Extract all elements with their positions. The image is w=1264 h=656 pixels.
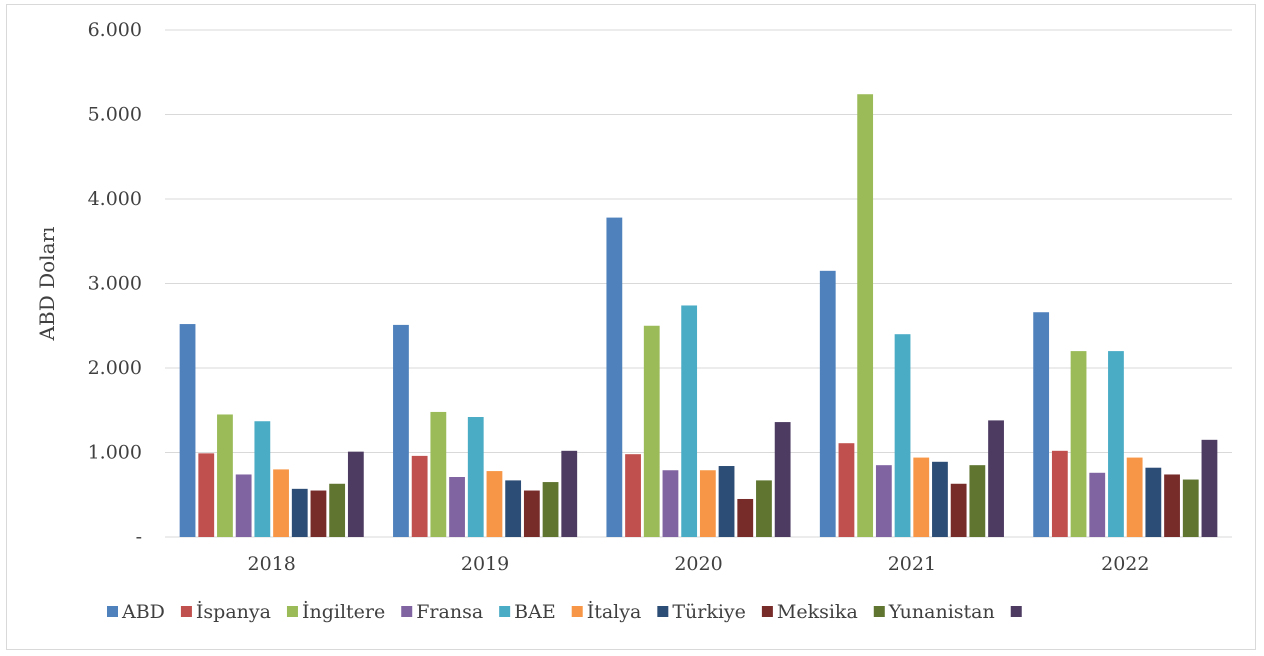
bar [662, 470, 679, 537]
bar [467, 417, 484, 537]
bar [913, 457, 930, 537]
bar [625, 454, 641, 537]
bar [505, 480, 522, 537]
legend-swatch [873, 606, 885, 617]
bar [932, 461, 948, 537]
bar [1145, 467, 1162, 537]
bar [217, 414, 233, 537]
bar [950, 483, 967, 537]
x-tick-label: 2019 [461, 553, 509, 575]
bar [329, 483, 346, 537]
bar [1182, 479, 1199, 537]
legend-swatch [657, 606, 669, 617]
y-axis-title: ABD Doları [35, 227, 59, 342]
bar-chart: - 1.000 2.000 3.000 4.000 5.000 6.000 2018 2019… [35, 19, 1232, 623]
gridlines [165, 29, 1232, 538]
bar [894, 334, 911, 537]
bar [1089, 472, 1106, 537]
legend-label: İngiltere [302, 600, 385, 623]
bar [875, 465, 892, 537]
bar [718, 466, 735, 537]
bar [737, 498, 754, 537]
legend-swatch [1010, 606, 1022, 617]
legend-swatch [401, 606, 413, 617]
y-tick-label: 3.000 [88, 273, 142, 295]
bar [310, 490, 327, 537]
y-axis-ticks: - 1.000 2.000 3.000 4.000 5.000 6.000 [88, 19, 142, 548]
bar [643, 325, 660, 537]
bar [198, 453, 215, 537]
x-tick-label: 2020 [674, 553, 722, 575]
bar [486, 471, 503, 537]
legend-label: İspanya [196, 600, 271, 623]
legend-label: Yunanistan [888, 601, 995, 623]
bar [254, 421, 271, 537]
bar [699, 470, 716, 537]
bar [291, 488, 308, 537]
legend-swatch [571, 606, 583, 617]
bar [1033, 312, 1050, 537]
legend-swatch [761, 606, 773, 617]
bar [1051, 450, 1068, 537]
y-tick-label: 6.000 [88, 19, 142, 41]
legend-label: İtalya [587, 600, 642, 623]
bar [235, 474, 252, 537]
legend-swatch [286, 606, 298, 617]
bar [681, 305, 698, 537]
bar [838, 443, 855, 537]
legend-label: Fransa [416, 601, 483, 623]
y-tick-label: 5.000 [88, 104, 142, 126]
y-tick-label: - [136, 526, 142, 548]
bar [1070, 351, 1087, 537]
bar [969, 465, 986, 537]
bar [606, 217, 623, 537]
y-tick-label: 2.000 [88, 357, 142, 379]
bar [393, 324, 409, 537]
bar [449, 477, 465, 537]
bar [819, 270, 836, 537]
bar [542, 482, 559, 537]
legend-label: ABD [121, 601, 165, 623]
legend-label: BAE [514, 601, 556, 623]
bars [179, 94, 1218, 537]
legend-swatch [180, 606, 192, 617]
bar [411, 455, 428, 537]
legend: ABD İspanya İngiltere Fransa BAE İtalya Türkiy… [107, 600, 1022, 623]
legend-label: Türkiye [672, 601, 746, 623]
chart-frame: - 1.000 2.000 3.000 4.000 5.000 6.000 2018 2019… [6, 4, 1256, 650]
y-tick-label: 1.000 [88, 442, 142, 464]
bar [1108, 351, 1124, 537]
bar [1126, 457, 1143, 537]
bar [430, 411, 447, 537]
legend-label: Meksika [777, 601, 858, 623]
bar [756, 480, 772, 537]
x-tick-label: 2022 [1101, 553, 1149, 575]
legend-swatch [107, 606, 118, 617]
bar [523, 490, 540, 537]
x-axis-ticks: 2018 2019 2020 2021 2022 [248, 553, 1150, 575]
x-tick-label: 2018 [248, 553, 296, 575]
bar [179, 324, 196, 537]
legend-swatch [499, 606, 511, 617]
bar [1201, 439, 1218, 537]
bar [1164, 474, 1180, 537]
bar [988, 420, 1004, 537]
bar [273, 469, 289, 537]
bar [347, 451, 364, 537]
bar [857, 94, 874, 537]
x-tick-label: 2021 [888, 553, 936, 575]
y-tick-label: 4.000 [88, 188, 142, 210]
bar [561, 450, 578, 537]
bar [774, 422, 791, 537]
